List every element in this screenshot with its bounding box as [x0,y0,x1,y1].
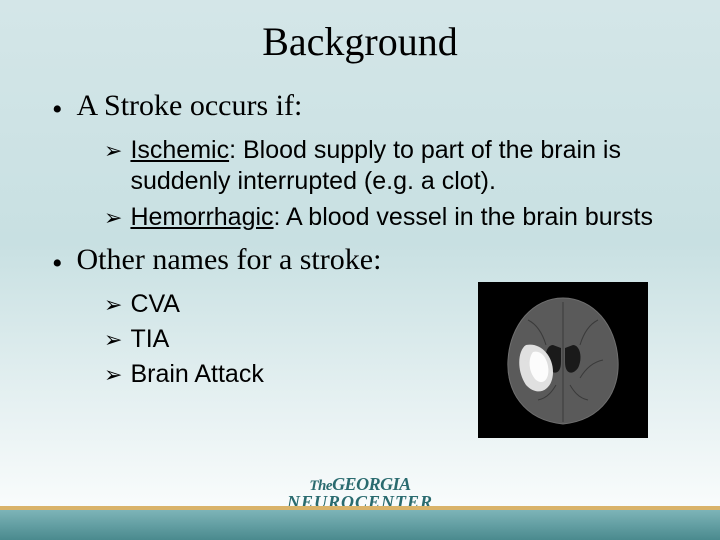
ischemic-term: Ischemic [130,136,229,164]
chevron-icon: ➢ [104,361,122,389]
bullet-level2-ischemic: ➢ Ischemic: Blood supply to part of the … [104,135,680,198]
footer-band [0,510,720,540]
hemorrhagic-line: Hemorrhagic: A blood vessel in the brain… [130,202,653,233]
footer: TheGEORGIA NEUROCENTER The Medical Cente… [0,478,720,540]
hemorrhagic-term: Hemorrhagic [130,203,273,231]
logo-main: GEORGIA [332,474,411,494]
ischemic-line: Ischemic: Blood supply to part of the br… [130,135,680,198]
chevron-icon: ➢ [104,204,122,232]
tia-text: TIA [130,324,169,355]
section1-heading: A Stroke occurs if: [77,89,303,123]
bullet-dot-icon: • [52,95,63,125]
brain-scan-image [478,282,648,438]
hemorrhagic-rest: : A blood vessel in the brain bursts [274,203,653,231]
slide-title: Background [40,18,680,65]
bullet-dot-icon: • [52,249,63,279]
section2-heading: Other names for a stroke: [77,243,382,277]
chevron-icon: ➢ [104,291,122,319]
bullet-level1-stroke: • A Stroke occurs if: [52,89,680,125]
brain-svg-icon [498,290,628,430]
slide: Background • A Stroke occurs if: ➢ Ische… [0,0,720,540]
chevron-icon: ➢ [104,137,122,165]
bullet-level1-othernames: • Other names for a stroke: [52,243,680,279]
brainattack-text: Brain Attack [130,359,263,390]
bullet-level2-hemorrhagic: ➢ Hemorrhagic: A blood vessel in the bra… [104,202,680,233]
chevron-icon: ➢ [104,326,122,354]
cva-text: CVA [130,289,180,320]
